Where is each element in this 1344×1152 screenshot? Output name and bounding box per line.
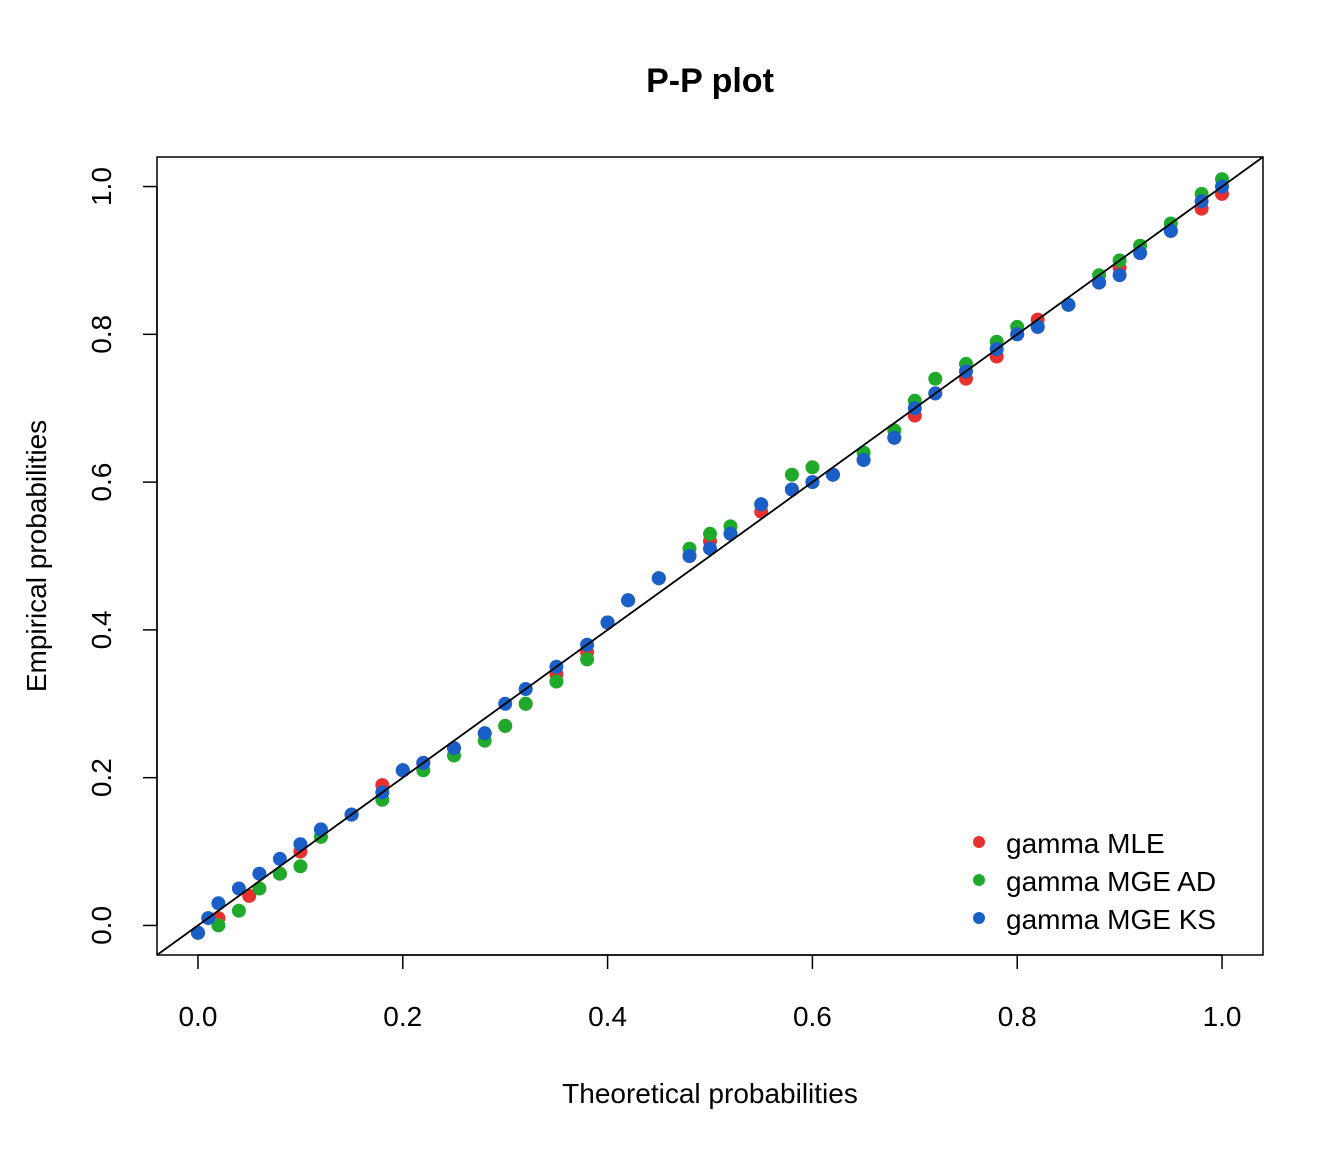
- legend-label: gamma MGE AD: [1006, 866, 1216, 897]
- data-point: [703, 541, 717, 556]
- data-point: [447, 741, 461, 756]
- data-point: [242, 888, 257, 903]
- data-point: [1133, 246, 1148, 261]
- data-point: [928, 371, 943, 386]
- data-point: [1061, 297, 1076, 312]
- data-point: [252, 881, 267, 896]
- x-tick-label: 0.0: [178, 1001, 217, 1032]
- legend-label: gamma MGE KS: [1006, 904, 1216, 935]
- data-point: [293, 837, 308, 852]
- data-point: [231, 903, 246, 918]
- data-point: [723, 526, 738, 541]
- data-point: [600, 615, 615, 630]
- data-point: [477, 726, 492, 741]
- data-point: [272, 866, 287, 881]
- y-tick-label: 0.2: [86, 758, 117, 797]
- data-point: [703, 526, 717, 541]
- data-point: [1163, 223, 1178, 238]
- data-point: [395, 763, 410, 778]
- x-tick-label: 0.2: [383, 1001, 422, 1032]
- data-point: [682, 549, 697, 563]
- data-point: [1030, 319, 1045, 334]
- data-point: [887, 430, 902, 445]
- y-axis: 0.0 0.2 0.4 0.6 0.8 1.0: [86, 167, 158, 945]
- points-layer: [191, 172, 1229, 940]
- data-point: [1092, 275, 1107, 290]
- data-point: [1112, 268, 1127, 283]
- data-point: [825, 467, 840, 482]
- data-point: [498, 718, 513, 733]
- data-point: [518, 696, 533, 711]
- chart-title: P-P plot: [646, 62, 774, 100]
- legend-marker: [973, 836, 985, 848]
- data-point: [621, 593, 636, 608]
- data-point: [293, 859, 308, 874]
- data-point: [211, 918, 226, 933]
- data-point: [252, 866, 267, 881]
- data-point: [580, 652, 595, 667]
- y-tick-label: 1.0: [86, 167, 117, 206]
- data-point: [784, 482, 799, 497]
- x-axis: 0.0 0.2 0.4 0.6 0.8 1.0: [178, 954, 1242, 1032]
- x-tick-label: 0.4: [588, 1001, 627, 1032]
- data-point: [272, 851, 287, 866]
- data-point: [231, 881, 246, 896]
- data-point: [191, 925, 205, 940]
- y-tick-label: 0.0: [86, 906, 117, 945]
- data-point: [549, 674, 564, 689]
- data-point: [856, 452, 871, 467]
- data-point: [651, 571, 666, 586]
- legend: gamma MLE gamma MGE AD gamma MGE KS: [973, 828, 1216, 935]
- data-point: [211, 896, 226, 911]
- x-tick-label: 0.8: [998, 1001, 1037, 1032]
- y-tick-label: 0.4: [86, 610, 117, 649]
- legend-marker: [973, 874, 985, 886]
- reference-line: [156, 156, 1264, 956]
- x-tick-label: 0.6: [793, 1001, 832, 1032]
- y-tick-label: 0.8: [86, 315, 117, 354]
- legend-marker: [973, 912, 985, 924]
- y-tick-label: 0.6: [86, 463, 117, 502]
- x-tick-label: 1.0: [1203, 1001, 1242, 1032]
- x-axis-label: Theoretical probabilities: [562, 1078, 858, 1109]
- data-point: [805, 460, 820, 475]
- legend-label: gamma MLE: [1006, 828, 1165, 859]
- data-point: [784, 467, 799, 482]
- reference-line-layer: [156, 156, 1264, 956]
- data-point: [313, 822, 328, 837]
- data-point: [754, 497, 769, 512]
- y-axis-label: Empirical probabilities: [21, 420, 52, 692]
